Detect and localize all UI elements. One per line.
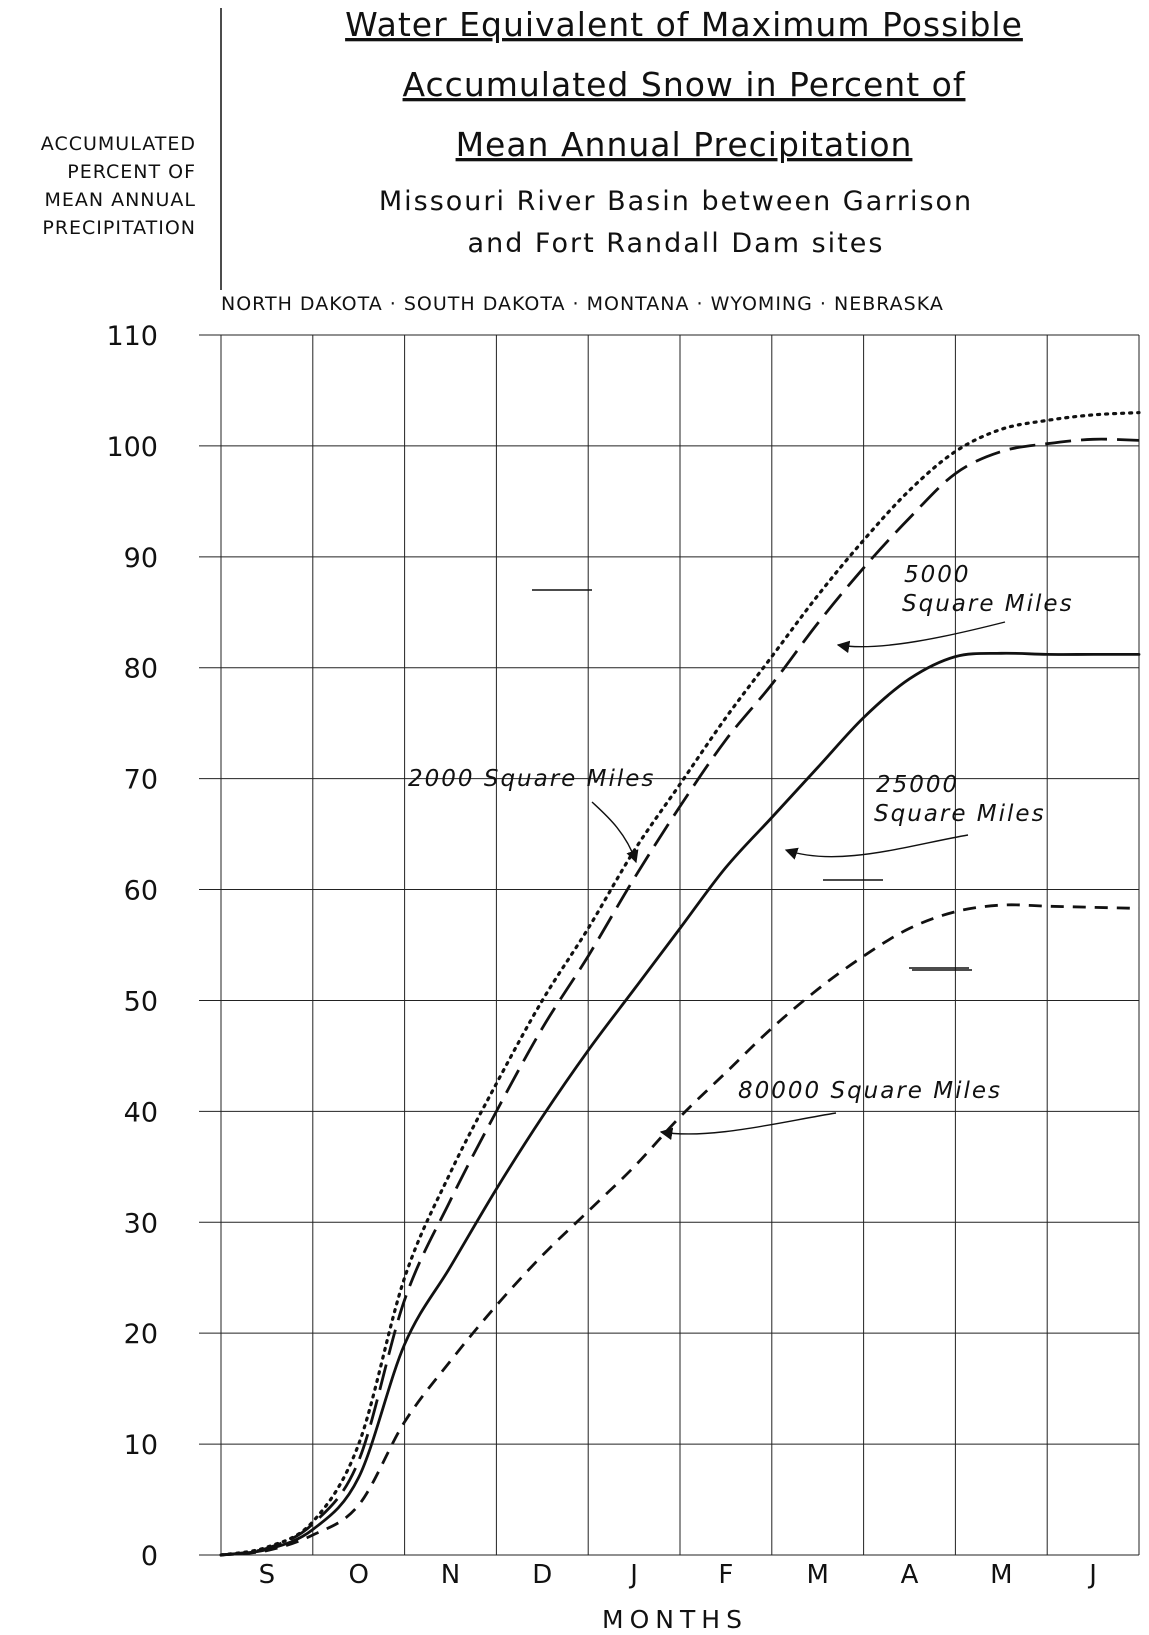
y-tick-label: 110 xyxy=(106,321,158,352)
annotation-label: 5000 xyxy=(904,562,971,588)
ylabel-line-4: PRECIPITATION xyxy=(42,217,196,239)
y-tick-labels: 0 10 20 30 40 50 60 70 80 90 100 110 xyxy=(106,321,158,1572)
x-tick-label: J xyxy=(628,1560,638,1590)
x-tick-label: M xyxy=(990,1560,1012,1590)
series-line-2 xyxy=(220,437,1140,1557)
annotation-1: 2000 Square Miles xyxy=(408,589,655,864)
y-tick-label: 50 xyxy=(124,986,158,1017)
x-tick-label: S xyxy=(259,1560,276,1590)
annotation-arrow xyxy=(591,801,639,864)
title-line-3: Mean Annual Precipitation xyxy=(456,125,913,164)
grid xyxy=(199,334,1140,1556)
x-tick-label: A xyxy=(901,1560,919,1590)
x-tick-label: D xyxy=(532,1560,552,1590)
ylabel-line-1: ACCUMULATED xyxy=(41,133,196,155)
y-tick-label: 70 xyxy=(124,765,158,796)
y-tick-label: 30 xyxy=(124,1208,158,1239)
annotation-label: Square Miles xyxy=(902,591,1074,617)
annotation-label: 80000 Square Miles xyxy=(738,1078,1002,1104)
ylabel-line-3: MEAN ANNUAL xyxy=(44,189,196,211)
y-tick-label: 40 xyxy=(124,1097,158,1128)
y-tick-label: 20 xyxy=(124,1319,158,1350)
annotation-label: 25000 xyxy=(876,772,959,798)
x-tick-label: M xyxy=(806,1560,828,1590)
y-axis-label: ACCUMULATED PERCENT OF MEAN ANNUAL PRECI… xyxy=(41,133,196,239)
x-tick-label: N xyxy=(441,1560,460,1590)
x-axis-label: MONTHS xyxy=(602,1605,748,1634)
ylabel-line-2: PERCENT OF xyxy=(67,161,196,183)
title-line-1: Water Equivalent of Maximum Possible xyxy=(345,5,1023,44)
x-tick-label: O xyxy=(348,1560,368,1590)
annotation-arrow xyxy=(659,1112,837,1141)
annotation-label: Square Miles xyxy=(874,801,1046,827)
annotations: 2000 Square Miles 5000 Square Miles 25000 Sq… xyxy=(408,562,1074,1141)
series-line-1 xyxy=(219,411,1141,1557)
y-tick-label: 10 xyxy=(124,1430,158,1461)
subtitle-line-2: and Fort Randall Dam sites xyxy=(468,228,885,259)
series-line-3 xyxy=(219,651,1141,1557)
annotation-2: 5000 Square Miles xyxy=(836,562,1074,971)
chart-subtitle: Missouri River Basin between Garrison an… xyxy=(379,186,973,259)
y-tick-label: 100 xyxy=(106,432,158,463)
y-tick-label: 60 xyxy=(124,876,158,907)
y-tick-label: 80 xyxy=(124,654,158,685)
x-tick-label: F xyxy=(718,1560,733,1590)
annotation-arrow xyxy=(836,621,1006,654)
y-tick-label: 0 xyxy=(141,1541,158,1572)
y-tick-label: 90 xyxy=(124,543,158,574)
annotation-label: 2000 Square Miles xyxy=(408,766,655,792)
x-tick-label: J xyxy=(1087,1560,1097,1590)
states-caption: NORTH DAKOTA · SOUTH DAKOTA · MONTANA · … xyxy=(221,293,944,315)
annotation-3: 25000 Square Miles xyxy=(784,772,1046,969)
chart-title: Water Equivalent of Maximum Possible Acc… xyxy=(345,5,1023,164)
annotation-4: 80000 Square Miles xyxy=(659,879,1002,1141)
subtitle-line-1: Missouri River Basin between Garrison xyxy=(379,186,973,217)
title-line-2: Accumulated Snow in Percent of xyxy=(403,65,966,104)
annotation-arrow xyxy=(784,834,969,860)
